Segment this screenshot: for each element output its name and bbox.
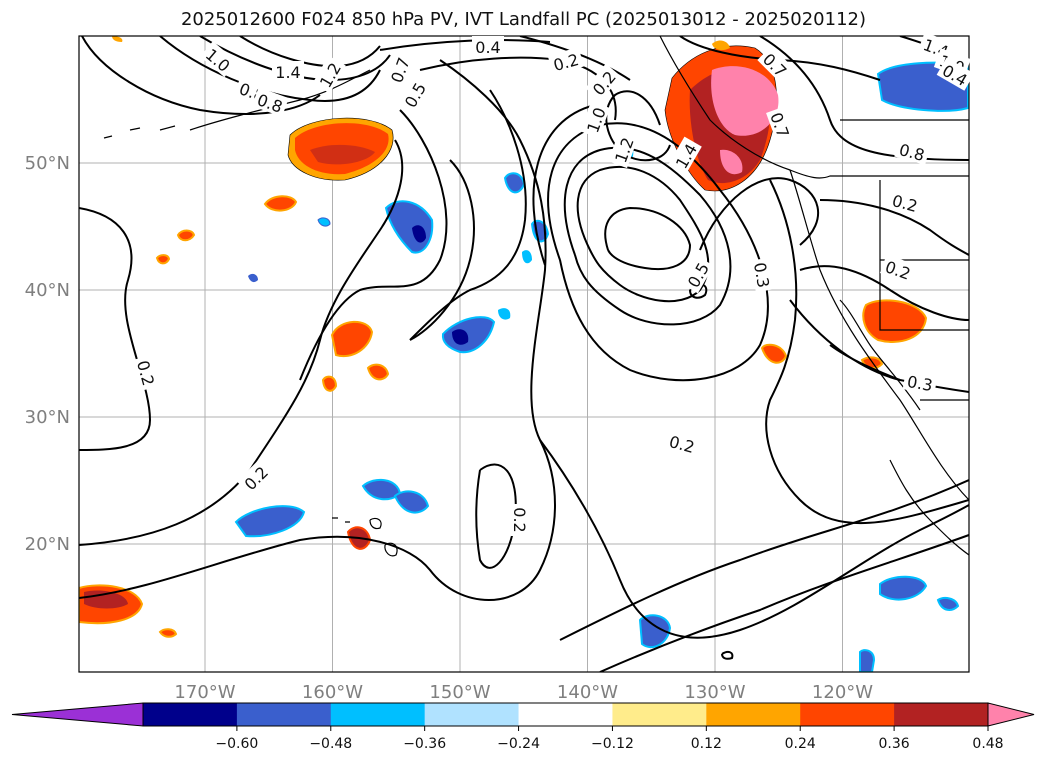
contour-label: 1.4 [275, 63, 300, 82]
map-title: 2025012600 F024 850 hPa PV, IVT Landfall… [180, 9, 867, 30]
contour-label-bg [936, 57, 975, 91]
contour-label-bg [251, 87, 289, 117]
lon-tick-label: 150°W [429, 682, 490, 703]
colorbar-segment [424, 703, 520, 726]
contour-label-bg [547, 47, 584, 75]
contour-label: 0.3 [750, 261, 773, 289]
contour-label-bg [585, 63, 622, 102]
colorbar-tick-label: 0.48 [972, 736, 1003, 752]
lat-tick-label: 30°N [25, 407, 70, 428]
colorbar-extend-min [11, 702, 144, 727]
lon-tick-label: 120°W [812, 682, 873, 703]
contour-label-bg [894, 137, 931, 165]
contour-label-bg [580, 101, 610, 139]
contour-label: 0.2 [510, 507, 529, 532]
contour-label-bg [236, 458, 274, 496]
contour-label-bg [312, 55, 346, 94]
contour-label-bg [511, 504, 531, 536]
contour-label: 0.4 [475, 38, 500, 57]
latitude-labels: 50°N 40°N 30°N 20°N [25, 153, 70, 555]
colorbar-segment [330, 703, 426, 726]
contour-label-bg [272, 61, 304, 81]
contour-label-bg [757, 45, 795, 83]
contour-labels: 1.0 1.4 1.20.80.80.70.50.40.20.21.01.2 1.41… [133, 32, 975, 536]
lon-tick-label: 130°W [684, 682, 745, 703]
colorbar-tick-label: −0.48 [309, 736, 352, 752]
contour-label-bg [887, 188, 924, 216]
colorbar-tick-label: −0.60 [215, 736, 258, 752]
map-panel [79, 36, 969, 672]
colorbar-tick-label: −0.24 [497, 736, 540, 752]
contour-label-bg [664, 429, 701, 457]
contour-label-bg [397, 75, 431, 114]
pv-contours [79, 36, 969, 672]
shaded-anomalies [79, 36, 969, 672]
colorbar-segment [706, 703, 801, 726]
contour-label-bg [608, 131, 638, 169]
contour-label-bg [750, 257, 776, 293]
colorbar-tick-label: 0.24 [785, 736, 816, 752]
contour-label-bg [766, 106, 796, 144]
lon-tick-label: 160°W [302, 682, 363, 703]
contour-label-bg [472, 36, 504, 56]
lat-tick-label: 40°N [25, 280, 70, 301]
lon-tick-label: 140°W [557, 682, 618, 703]
contour-label-bg [902, 369, 938, 395]
colorbar-tick-label: 0.12 [691, 736, 722, 752]
colorbar-tick-label: −0.12 [591, 736, 634, 752]
colorbar-extend-max [987, 702, 1035, 727]
colorbar-frame [142, 702, 989, 727]
colorbar-segment [518, 703, 613, 726]
contour-label-bg [668, 136, 702, 175]
colorbar-segment [236, 703, 332, 726]
colorbar-tick-label: −0.36 [403, 736, 446, 752]
contour-label-bg [879, 254, 917, 284]
colorbar-tick-label: 0.36 [879, 736, 910, 752]
colorbar-segment [612, 703, 707, 726]
lat-tick-label: 50°N [25, 153, 70, 174]
lon-tick-label: 170°W [174, 682, 235, 703]
longitude-labels: 170°W 160°W 150°W 140°W 130°W 120°W [174, 682, 873, 703]
contour-label-bg [384, 51, 414, 89]
map-frame [78, 35, 970, 673]
colorbar-segment [800, 703, 895, 726]
lat-tick-label: 20°N [25, 534, 70, 555]
contour-label-bg [133, 354, 161, 391]
contour-label: 0.3 [906, 372, 934, 395]
contour-label-bg [680, 255, 714, 294]
colorbar-segment [143, 703, 238, 726]
colorbar: −0.60 −0.48 −0.36 −0.24 −0.12 0.12 0.24 0.36 0.4… [11, 702, 1035, 752]
colorbar-segment [894, 703, 989, 726]
contour-label-bg [199, 41, 238, 78]
